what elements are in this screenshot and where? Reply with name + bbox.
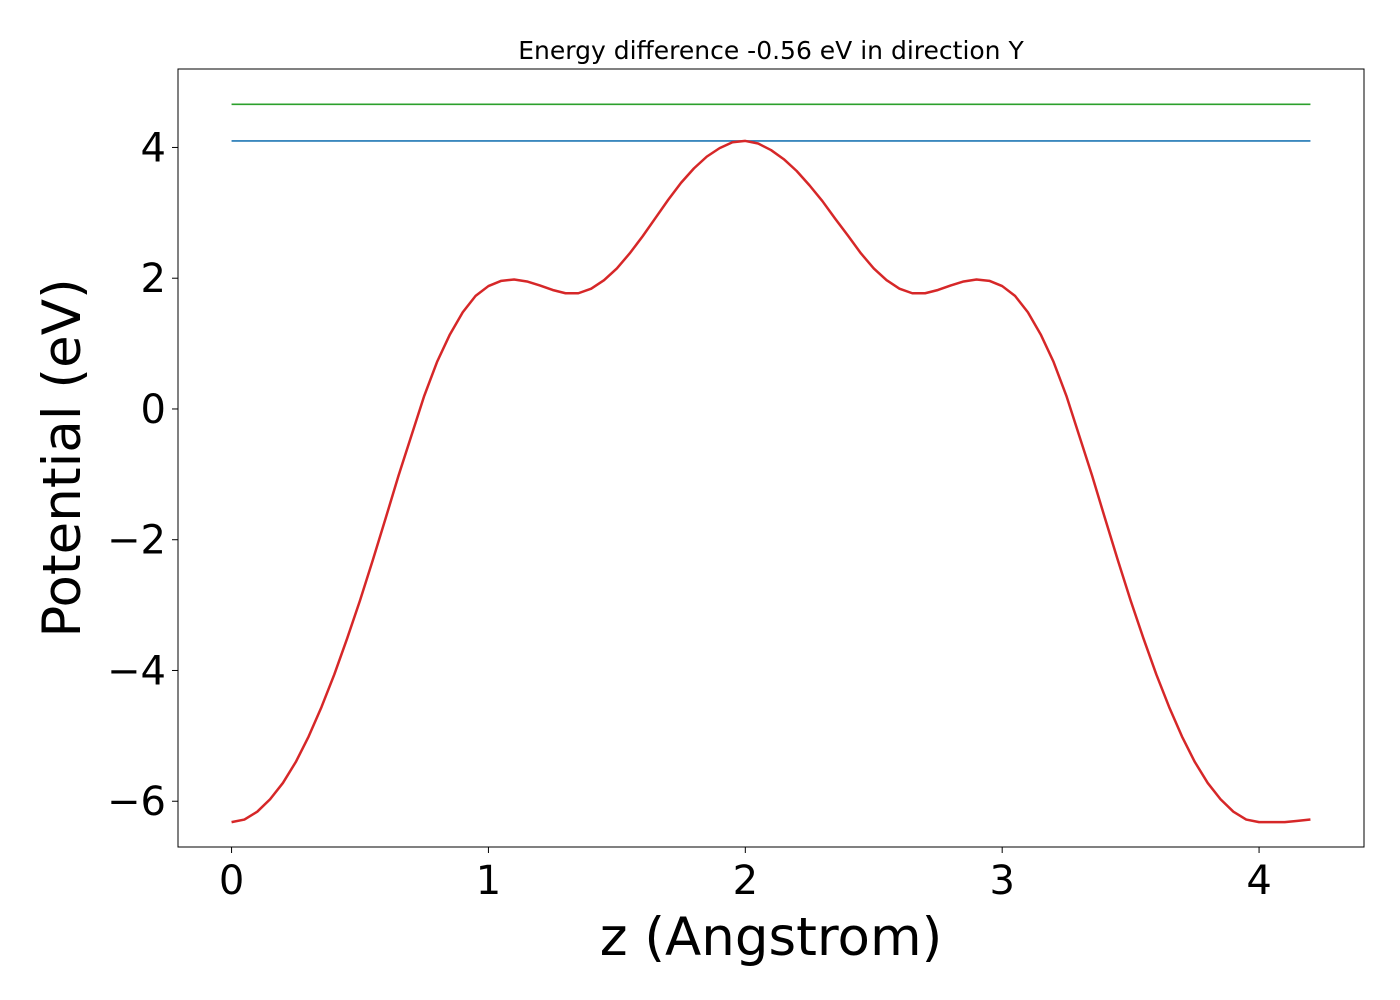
axes-frame bbox=[177, 68, 1365, 848]
y-tick-label: −2 bbox=[107, 518, 166, 564]
series-layer bbox=[231, 103, 1311, 824]
y-tick-label: −6 bbox=[107, 779, 166, 825]
x-axis-ticks: 0 1 2 3 4 bbox=[219, 847, 1272, 904]
y-tick-label: 4 bbox=[141, 125, 166, 171]
chart-title: Energy difference -0.56 eV in direction … bbox=[518, 36, 1024, 65]
y-axis-ticks: −6 −4 −2 0 2 4 bbox=[107, 125, 178, 825]
x-tick-label: 0 bbox=[219, 858, 244, 904]
y-axis-label: Potential (eV) bbox=[32, 278, 93, 637]
x-tick-label: 3 bbox=[989, 858, 1014, 904]
x-tick-label: 4 bbox=[1246, 858, 1271, 904]
x-tick-label: 2 bbox=[733, 858, 758, 904]
y-tick-label: −4 bbox=[107, 648, 166, 694]
x-tick-label: 1 bbox=[476, 858, 501, 904]
series-line-3 bbox=[231, 139, 1311, 824]
y-tick-label: 2 bbox=[141, 256, 166, 302]
y-tick-label: 0 bbox=[141, 387, 166, 433]
x-axis-label: z (Angstrom) bbox=[600, 907, 943, 968]
